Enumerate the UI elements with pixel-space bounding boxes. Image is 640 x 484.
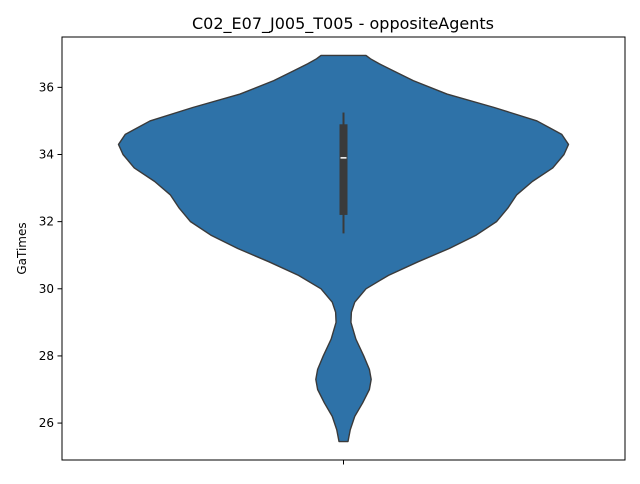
y-tick-label: 28: [39, 349, 54, 363]
y-tick-label: 26: [39, 416, 54, 430]
chart-title: C02_E07_J005_T005 - oppositeAgents: [192, 14, 494, 34]
violin-iqr-box: [339, 124, 348, 215]
y-tick-label: 34: [39, 148, 54, 162]
y-tick-label: 30: [39, 282, 54, 296]
y-tick-label: 36: [39, 80, 54, 94]
violin-body: [117, 54, 570, 443]
y-axis-label: GaTimes: [15, 222, 29, 274]
y-tick-label: 32: [39, 215, 54, 229]
